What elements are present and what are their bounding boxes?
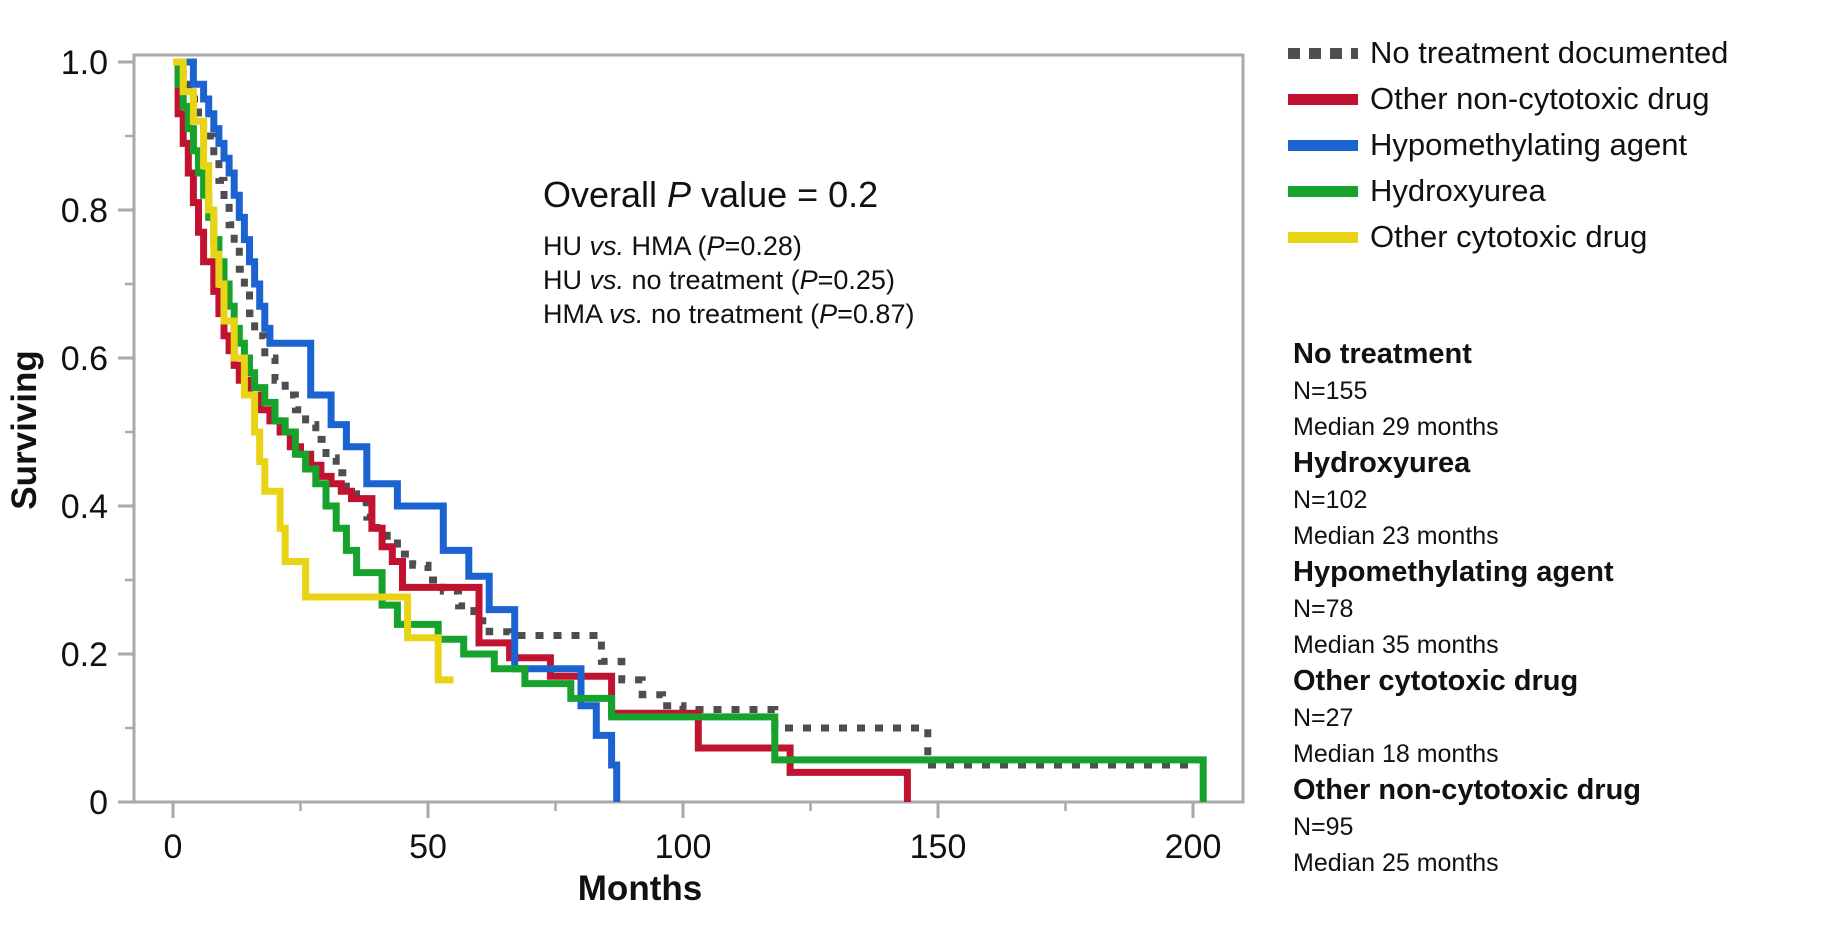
stats-group-name: No treatment (1293, 338, 1472, 370)
y-axis-title: Surviving (5, 350, 44, 509)
legend-swatch (1288, 47, 1358, 59)
stats-group-name: Hypomethylating agent (1293, 556, 1614, 588)
legend-swatch (1288, 185, 1358, 197)
annotation-pairwise-p: HU vs. HMA (P=0.28) (543, 231, 802, 261)
stats-group-median: Median 18 months (1293, 740, 1499, 768)
legend-item: Hydroxyurea (1288, 168, 1728, 214)
stats-group-median: Median 29 months (1293, 413, 1499, 441)
legend-item: No treatment documented (1288, 30, 1728, 76)
survival-curve (173, 58, 1199, 769)
annotation-overall-p: Overall P value = 0.2 (543, 174, 878, 215)
survival-curve (173, 58, 621, 802)
legend-item: Other non-cytotoxic drug (1288, 76, 1728, 122)
stats-group-median: Median 35 months (1293, 631, 1499, 659)
x-tick-label: 200 (1165, 828, 1222, 866)
plot-frame (132, 53, 1245, 804)
legend-label: No treatment documented (1370, 35, 1729, 70)
group-statistics: No treatment N=155 Median 29 months Hydroxy… (1293, 336, 1641, 881)
y-tick-label: 0.8 (61, 192, 108, 230)
stats-group-name: Hydroxyurea (1293, 447, 1471, 479)
legend-swatch (1288, 231, 1358, 243)
x-tick-label: 0 (164, 828, 183, 866)
legend-label: Other cytotoxic drug (1370, 219, 1648, 254)
legend-label: Other non-cytotoxic drug (1370, 81, 1710, 116)
y-tick-label: 0.2 (61, 636, 108, 674)
annotation-pairwise-p: HU vs. no treatment (P=0.25) (543, 265, 895, 295)
stats-group-n: N=27 (1293, 704, 1354, 732)
y-tick-label: 1.0 (61, 44, 108, 82)
stats-group-median: Median 23 months (1293, 522, 1499, 550)
legend-swatch (1288, 93, 1358, 105)
x-axis-title: Months (578, 869, 702, 908)
legend-label: Hydroxyurea (1370, 173, 1546, 208)
y-tick-label: 0.4 (61, 488, 108, 526)
legend-swatch (1288, 139, 1358, 151)
x-tick-label: 150 (910, 828, 967, 866)
legend-label: Hypomethylating agent (1370, 127, 1688, 162)
x-tick-label: 100 (655, 828, 712, 866)
stats-group-n: N=102 (1293, 486, 1368, 514)
stats-group-median: Median 25 months (1293, 849, 1499, 877)
stats-group-name: Other non-cytotoxic drug (1293, 774, 1641, 806)
y-tick-label: 0 (89, 784, 108, 822)
y-tick-label: 0.6 (61, 340, 108, 378)
stats-group-name: Other cytotoxic drug (1293, 665, 1579, 697)
legend: No treatment documented Other non-cytotox… (1288, 30, 1728, 260)
stats-group-n: N=155 (1293, 377, 1368, 405)
stats-group-n: N=95 (1293, 813, 1354, 841)
survival-curve (173, 58, 454, 684)
x-tick-label: 50 (409, 828, 447, 866)
stats-group-n: N=78 (1293, 595, 1354, 623)
legend-item: Other cytotoxic drug (1288, 214, 1728, 260)
legend-item: Hypomethylating agent (1288, 122, 1728, 168)
survival-curve (173, 58, 1207, 802)
annotation-pairwise-p: HMA vs. no treatment (P=0.87) (543, 299, 914, 329)
